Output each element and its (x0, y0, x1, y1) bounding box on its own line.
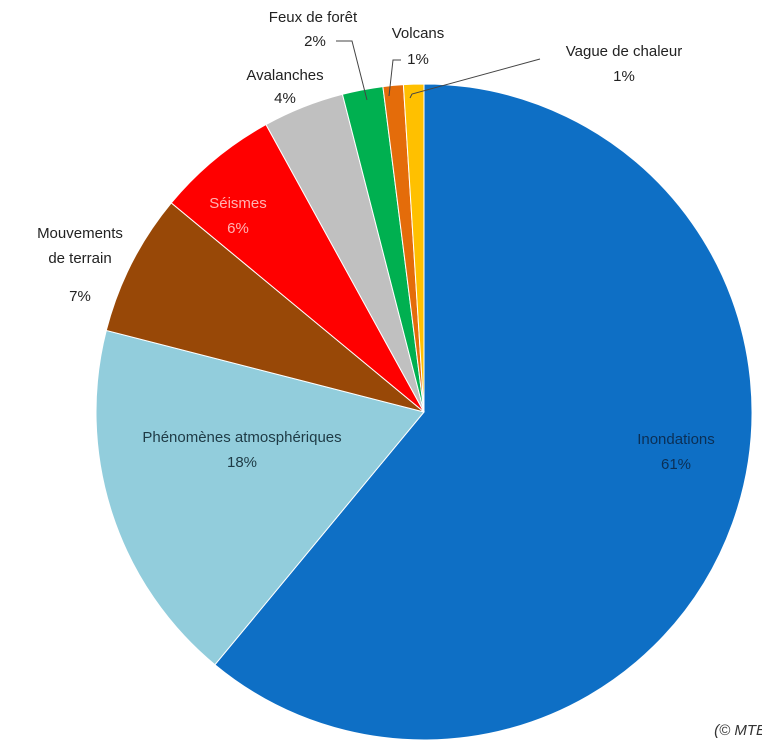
label-seismes-pct: 6% (227, 220, 249, 237)
label-vague-name: Vague de chaleur (566, 43, 682, 60)
label-volcans-pct: 1% (407, 51, 429, 68)
leader-feux (336, 40, 368, 101)
leader-vague (409, 58, 541, 99)
label-feux-pct: 2% (304, 33, 326, 50)
label-mouvements-line2: de terrain (48, 250, 111, 267)
label-mouvements-line1: Mouvements (37, 225, 123, 242)
pie-slice-vague-de-chaleur (402, 83, 425, 413)
leader-volcans (388, 59, 401, 97)
label-feux-name: Feux de forêt (269, 9, 358, 26)
label-volcans-name: Volcans (392, 25, 445, 42)
label-inondations-name: Inondations (637, 431, 715, 448)
label-atmos-name: Phénomènes atmosphériques (142, 429, 341, 446)
pie-slice-inondations (214, 83, 753, 741)
pie-slices (95, 83, 753, 741)
label-avalanches-name: Avalanches (246, 67, 323, 84)
pie-slice-phenomenes-atmospheriques (95, 329, 425, 666)
label-inondations-pct: 61% (661, 456, 691, 473)
label-mouvements-pct: 7% (69, 288, 91, 305)
pie-slice-seismes (170, 123, 425, 413)
label-vague-pct: 1% (613, 68, 635, 85)
label-avalanches-pct: 4% (274, 90, 296, 107)
source-credit: (© MTE (714, 722, 762, 739)
label-atmos-pct: 18% (227, 454, 257, 471)
pie-slice-mouvements-de-terrain (105, 202, 425, 413)
label-seismes-name: Séismes (209, 195, 267, 212)
